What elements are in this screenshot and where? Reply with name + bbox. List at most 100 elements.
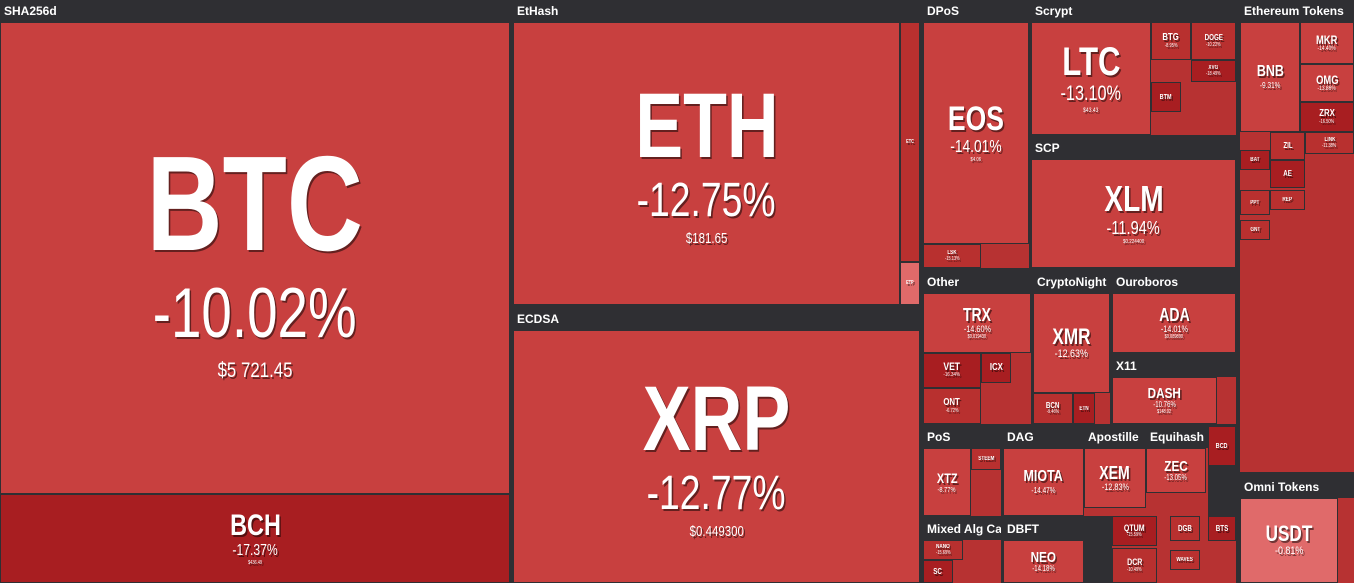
tile: BTG -8.95%	[1151, 22, 1191, 60]
tile-name: TRX	[962, 304, 992, 325]
tile-name: PPT	[1250, 199, 1260, 206]
tile: MKR -14.40%	[1300, 22, 1354, 64]
tile-change: -14.60%	[963, 323, 991, 334]
tile-price: $0.019430	[967, 334, 987, 341]
tile-price: $5 721.45	[217, 356, 293, 382]
group-title: ECDSA	[513, 308, 920, 330]
group-title: Scrypt	[1031, 0, 1236, 22]
tile-name: XEM	[1099, 462, 1131, 483]
tile-name: XRP	[642, 368, 791, 471]
tile: NANO -15.69%	[923, 540, 963, 560]
tile-name: STEEM	[977, 456, 995, 462]
tile-change: -15.69%	[935, 549, 951, 556]
tile: BAT	[1240, 150, 1270, 170]
tile-change: -14.01%	[1160, 323, 1188, 334]
tile-name: BTS	[1215, 523, 1229, 533]
tile-change: -12.77%	[647, 466, 786, 520]
tile: BCD	[1208, 426, 1236, 466]
tile: STEEM	[971, 448, 1001, 470]
tile-price: $4.06	[970, 157, 982, 164]
tile-name: ZEC	[1164, 457, 1188, 475]
group-title: Omni Tokens	[1240, 476, 1354, 498]
tile: ONT -6.72%	[923, 388, 981, 424]
tile-change: -9.46%	[1046, 409, 1060, 416]
tile: ZIL	[1270, 132, 1305, 160]
tile-name: DOGE	[1204, 33, 1223, 43]
tile-change: -14.40%	[1317, 45, 1337, 53]
tile-change: -8.77%	[938, 484, 956, 494]
tile-name: AE	[1283, 169, 1292, 178]
tile-name: LINK	[1324, 137, 1335, 144]
tile: WAVES	[1170, 550, 1200, 570]
tile-name: MIOTA	[1023, 468, 1064, 486]
tile-change: -13.86%	[1317, 85, 1337, 93]
tile: USDT -0.81%	[1240, 498, 1338, 583]
tile-change: -16.50%	[1319, 118, 1335, 125]
tile-name: EOS	[947, 100, 1005, 139]
tile: ZRX -16.50%	[1300, 102, 1354, 132]
tile: BCH -17.37% $436.49	[0, 494, 510, 583]
group-title: X11	[1112, 355, 1236, 377]
tile-name: NANO	[936, 544, 950, 551]
tile-change: -9.31%	[1259, 80, 1281, 91]
tile-name: DCR	[1126, 557, 1143, 568]
tile: LTC -13.10% $43.43	[1031, 22, 1151, 135]
tile-price: $0.449300	[689, 524, 744, 541]
tile-price: $43.43	[1083, 107, 1099, 115]
group-title: CryptoNight	[1033, 271, 1110, 293]
tile-name: ETC	[906, 138, 914, 145]
tile-price: $0.089890	[1164, 334, 1184, 341]
tile: ETH -12.75% $181.65	[513, 22, 900, 305]
tile-change: -10.22%	[1206, 41, 1221, 48]
tile-change: -12.63%	[1054, 347, 1089, 360]
tile-name: XVG	[1208, 65, 1219, 72]
tile: BTM	[1151, 82, 1181, 112]
tile-name: ZRX	[1319, 108, 1335, 120]
tile-name: ADA	[1158, 304, 1190, 325]
tile-name: ICX	[989, 362, 1003, 373]
tile: SC	[923, 560, 953, 583]
tile-change: -10.76%	[1153, 400, 1176, 410]
tile: EOS -14.01% $4.06	[923, 22, 1029, 244]
tile-change: -14.18%	[1032, 564, 1055, 574]
tile-name: LTC	[1061, 40, 1121, 85]
tile-change: -14.01%	[950, 135, 1002, 156]
tile-change: -13.10%	[1060, 82, 1122, 106]
tile-name: BCD	[1216, 442, 1228, 450]
tile-name: NEO	[1030, 548, 1057, 566]
tile-change: -16.34%	[943, 372, 961, 379]
tile: GNT	[1240, 220, 1270, 240]
tile-name: XMR	[1052, 323, 1091, 349]
tile: ADA -14.01% $0.089890	[1112, 293, 1236, 353]
tile-change: -17.37%	[232, 541, 278, 559]
group-title: SHA256d	[0, 0, 510, 22]
tile-name: BCN	[1046, 400, 1060, 410]
tile: NEO -14.18%	[1003, 540, 1084, 583]
tile: REP	[1270, 190, 1305, 210]
tile: PPT	[1240, 190, 1270, 215]
tile-name: DASH	[1147, 384, 1182, 402]
tile-name: BTG	[1162, 32, 1180, 44]
tile: QTUM -15.59%	[1112, 516, 1157, 546]
tile: BTC -10.02% $5 721.45	[0, 22, 510, 494]
tile: DGB	[1170, 516, 1200, 541]
tile-name: ETP	[906, 280, 914, 286]
tile-change: -18.49%	[1206, 70, 1221, 77]
tile: XMR -12.63%	[1033, 293, 1110, 393]
tile: DASH -10.76% $148.02	[1112, 377, 1217, 424]
group-title: Other	[923, 271, 1031, 293]
tile: AE	[1270, 160, 1305, 188]
tile-change: -10.02%	[153, 272, 357, 352]
tile-price: $181.65	[685, 231, 728, 248]
tile: BNB -9.31%	[1240, 22, 1300, 132]
tile-name: XTZ	[936, 470, 958, 487]
tile: VET -16.34%	[923, 353, 981, 388]
group-title: Equihash	[1146, 426, 1208, 448]
tile-change: -6.72%	[945, 407, 959, 414]
tile-name: QTUM	[1124, 522, 1145, 533]
group-title: EtHash	[513, 0, 920, 22]
tile-name: USDT	[1265, 521, 1313, 547]
